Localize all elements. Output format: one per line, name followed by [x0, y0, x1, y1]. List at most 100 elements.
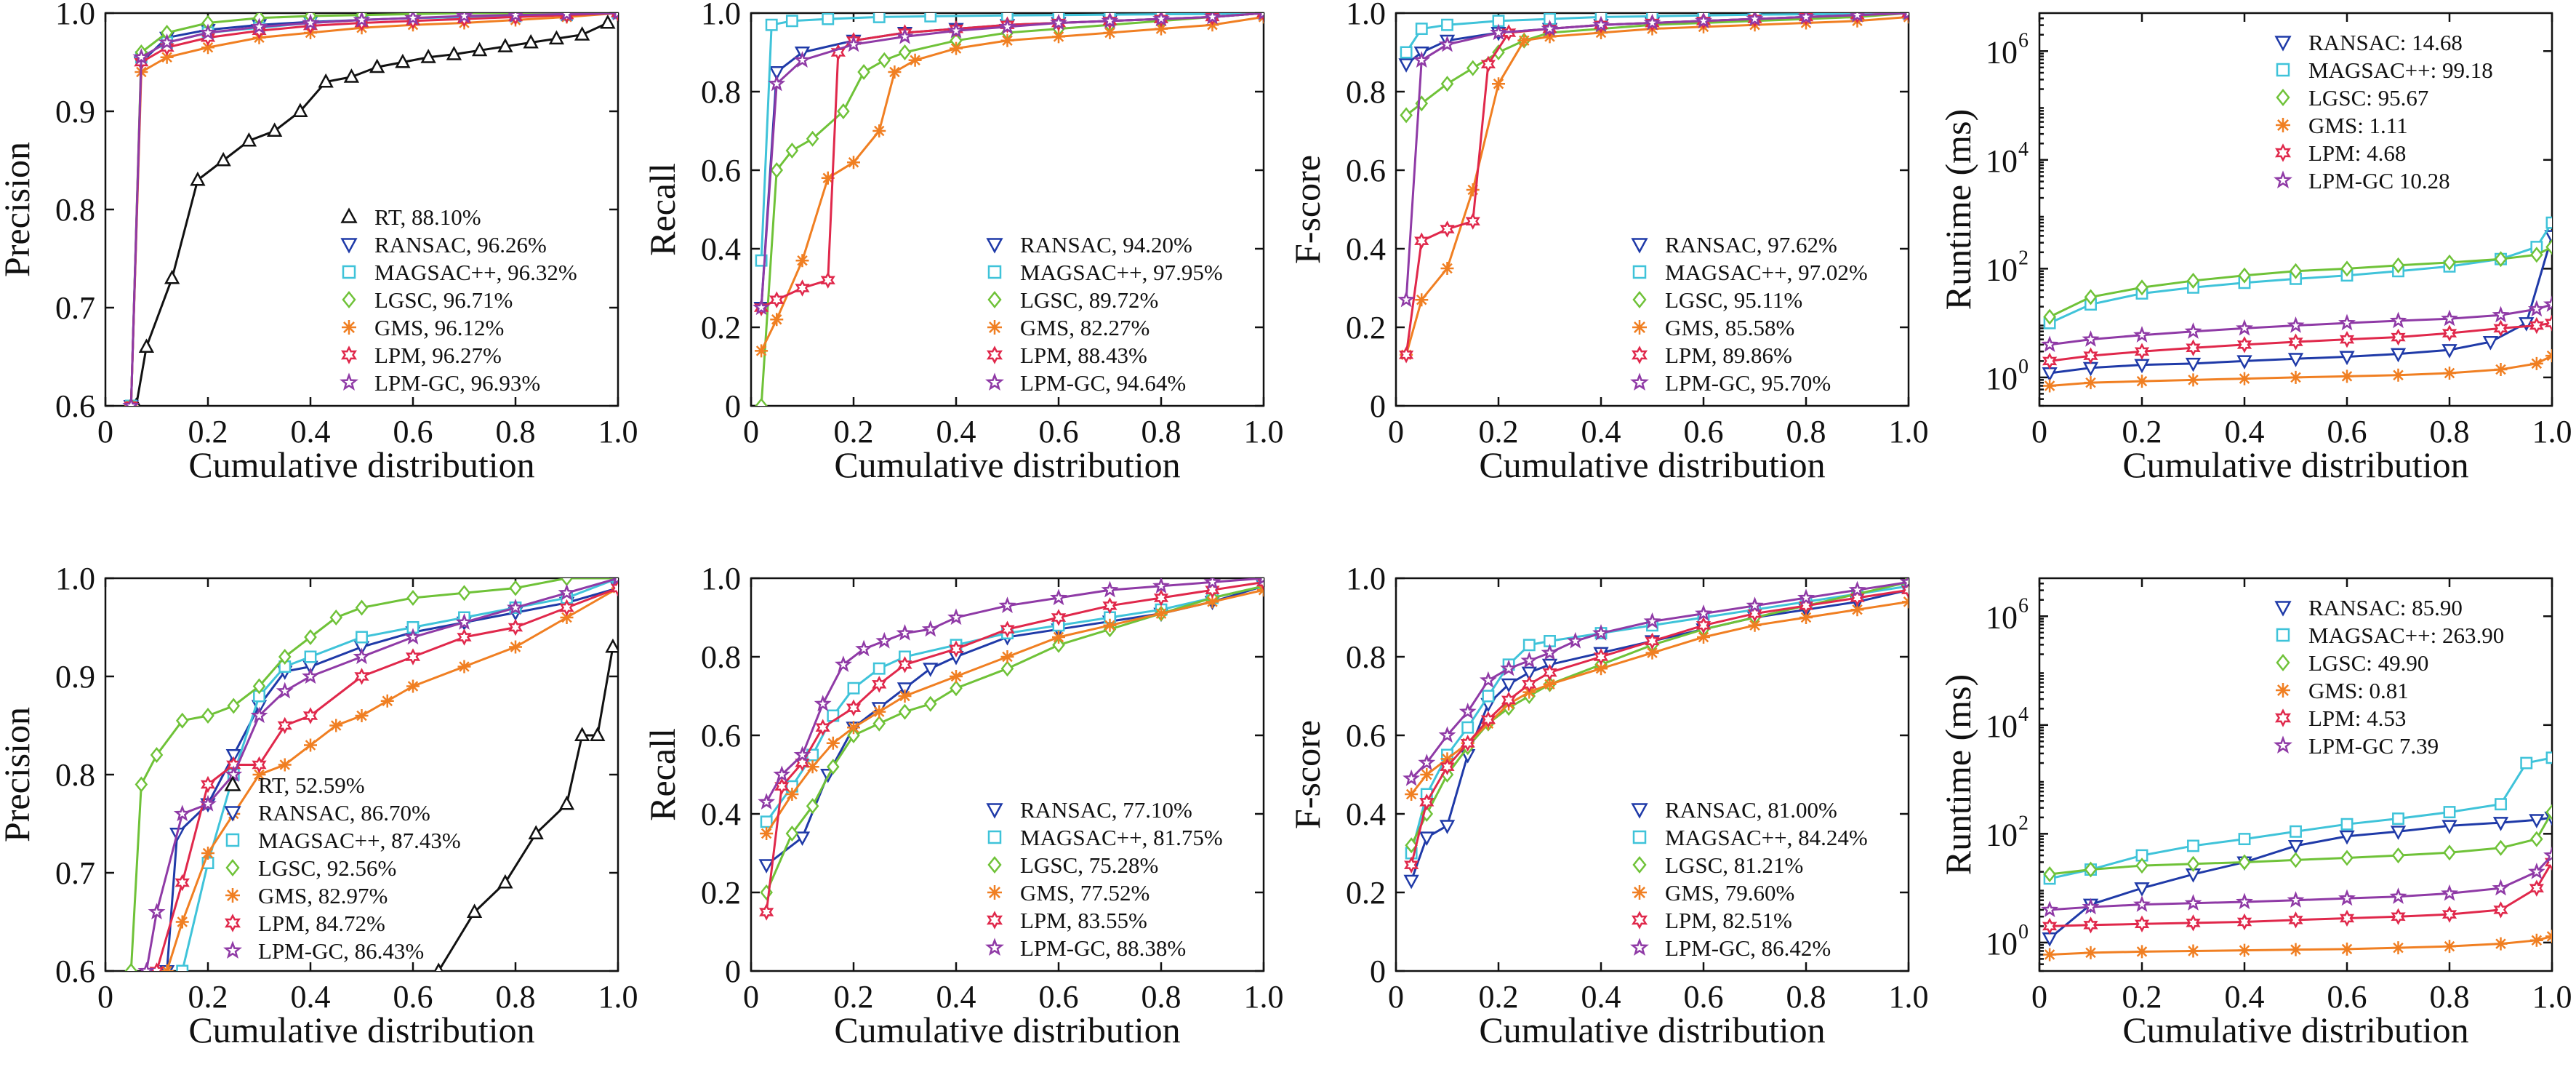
data-point-gms: [826, 736, 840, 750]
legend-label-lpm-gc: LPM-GC, 95.70%: [1665, 370, 1831, 396]
series-lpm-gc: [122, 13, 618, 406]
data-point-gms: [1155, 22, 1168, 36]
series-line-lgsc: [129, 13, 618, 406]
data-point-magsacplusplus: [1441, 18, 1453, 31]
data-point-ransac: [2390, 826, 2407, 840]
series-lpm: [1404, 581, 1909, 874]
data-point-gms: [2238, 943, 2251, 957]
x-tick-label: 0.4: [936, 979, 976, 1015]
data-point-gms: [950, 670, 963, 683]
legend-label-lgsc: LGSC, 96.71%: [374, 287, 513, 313]
data-point-magsacplusplus: [1482, 690, 1495, 703]
data-point-magsacplusplus: [765, 18, 778, 31]
data-point-lpm-gc: [353, 647, 371, 665]
data-point-lpm-gc: [1438, 726, 1456, 743]
legend-label-lpm: LPM, 89.86%: [1665, 343, 1792, 368]
data-point-lpm-gc: [896, 27, 914, 44]
data-point-lgsc: [329, 609, 343, 626]
data-point-lgsc: [150, 746, 164, 764]
data-point-lgsc: [2238, 267, 2251, 284]
data-point-magsacplusplus: [176, 964, 189, 971]
data-point-lpm: [2391, 328, 2406, 346]
data-point-gms: [2043, 948, 2057, 962]
axes-frame: [750, 577, 1265, 972]
legend-marker-gms: [2276, 118, 2290, 132]
data-point-rt: [292, 103, 308, 117]
data-point-lpm: [2441, 324, 2457, 342]
series-line-lgsc: [2049, 246, 2552, 318]
x-tick-label: 0.6: [2327, 414, 2367, 449]
data-point-gms: [2135, 375, 2148, 388]
legend-marker-gms: [987, 320, 1002, 335]
data-point-lpm: [2288, 333, 2303, 351]
data-point-lgsc: [898, 44, 912, 61]
legend-label-magsacplusplus: MAGSAC++, 84.24%: [1665, 825, 1868, 850]
y-tick-label: 0.2: [1346, 310, 1386, 345]
data-point-lpm-gc: [1592, 15, 1610, 33]
series-gms: [760, 583, 1264, 840]
data-point-rt: [446, 46, 462, 60]
data-point-lgsc: [2084, 861, 2098, 878]
data-point-lgsc: [898, 703, 912, 720]
legend: RT, 88.10%RANSAC, 96.26% MAGSAC++, 96.32%…: [340, 204, 577, 396]
data-point-lpm-gc: [998, 17, 1016, 35]
y-tick-exponent: 4: [2018, 138, 2029, 161]
data-point-gms: [2135, 945, 2148, 959]
data-point-gms: [1155, 607, 1168, 620]
data-point-gms: [1052, 631, 1065, 644]
data-point-rt: [138, 338, 155, 353]
legend-label-lpm-gc: LPM-GC 10.28: [2308, 168, 2450, 193]
x-tick-label: 0.2: [2122, 414, 2162, 449]
data-point-lpm: [1419, 794, 1435, 811]
data-point-magsacplusplus: [1461, 721, 1474, 734]
y-tick-exponent: 0: [2018, 356, 2029, 378]
x-axis-label: Cumulative distribution: [188, 1010, 534, 1050]
legend-label-lpm-gc: LPM-GC, 94.64%: [1020, 370, 1186, 396]
legend-marker-lpm-gc: [2274, 735, 2292, 754]
chart-panel-p7: 0 0.2 0.4 0.6 0.8 1.0 0 0.2 0.4 0.6 0.8 1.0 Cumulati…: [1287, 561, 1929, 1050]
legend-label-ransac: RANSAC, 77.10%: [1020, 797, 1192, 823]
data-point-lpm-gc: [793, 51, 811, 68]
data-point-lpm: [2236, 336, 2252, 353]
x-tick-label: 0.4: [1581, 979, 1621, 1015]
data-point-magsacplusplus: [1544, 13, 1556, 25]
data-point-magsacplusplus: [2290, 825, 2302, 838]
data-point-gms: [760, 827, 774, 840]
data-point-lgsc: [770, 161, 784, 179]
legend-marker-gms: [1632, 885, 1647, 900]
legend-marker-lgsc: [1632, 855, 1647, 874]
y-tick-label: 1.0: [55, 561, 95, 596]
data-point-ransac: [2134, 882, 2150, 897]
legend-marker-ransac: [2274, 36, 2292, 52]
data-point-rt: [558, 795, 575, 810]
legend-marker-lpm-gc: [985, 938, 1004, 956]
data-point-lpm-gc: [2287, 316, 2305, 333]
y-tick-label: 0.6: [1346, 718, 1386, 754]
data-point-magsacplusplus: [822, 13, 835, 25]
series-lpm-gc: [758, 578, 1264, 810]
data-point-lgsc: [1052, 636, 1065, 653]
data-point-lpm-gc: [793, 746, 811, 763]
data-point-lgsc: [923, 695, 937, 712]
plot-area: [2041, 216, 2552, 393]
data-point-gms: [457, 660, 471, 674]
x-tick-label: 0: [2031, 979, 2047, 1015]
data-point-lpm-gc: [612, 578, 618, 586]
legend-label-lpm-gc: LPM-GC 7.39: [2308, 733, 2439, 759]
data-point-gms: [2494, 937, 2508, 951]
data-point-gms: [2289, 370, 2303, 384]
data-point-lpm: [830, 44, 846, 61]
data-point-lgsc: [826, 759, 840, 775]
data-point-magsacplusplus: [406, 621, 420, 634]
data-point-gms: [2443, 366, 2456, 380]
legend-marker-lpm: [1632, 345, 1648, 364]
legend-label-ransac: RANSAC: 14.68: [2308, 30, 2463, 55]
data-point-ransac: [2492, 817, 2509, 831]
legend-marker-ransac: [340, 238, 358, 254]
data-point-lpm: [1480, 55, 1496, 73]
plot-area: [2041, 751, 2552, 962]
x-tick-label: 0: [1388, 414, 1404, 449]
series-rt: [131, 14, 616, 406]
legend-label-lpm: LPM: 4.68: [2308, 140, 2406, 166]
